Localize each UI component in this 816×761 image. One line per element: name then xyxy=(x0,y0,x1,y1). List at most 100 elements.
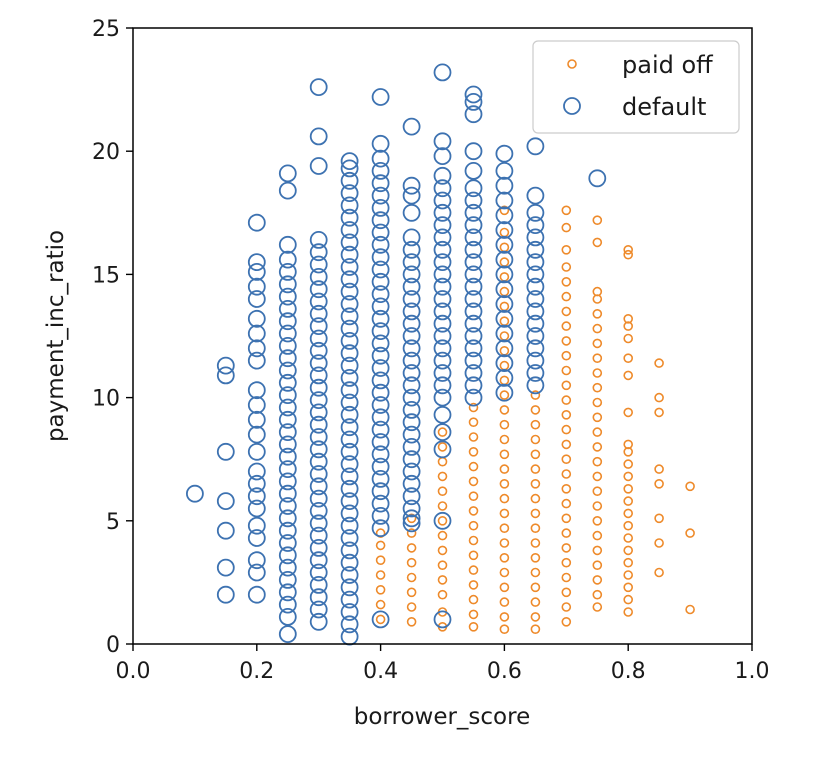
data-point xyxy=(623,245,634,255)
data-point xyxy=(526,216,545,235)
data-point xyxy=(530,624,541,635)
data-point xyxy=(495,176,514,195)
data-point xyxy=(561,572,572,583)
data-point xyxy=(371,88,390,106)
data-point xyxy=(402,514,421,533)
data-point xyxy=(592,382,603,393)
data-point xyxy=(309,600,328,619)
data-point xyxy=(278,472,297,491)
data-point xyxy=(309,576,328,594)
data-point xyxy=(468,446,479,457)
data-point xyxy=(654,392,664,403)
data-point xyxy=(340,381,359,400)
data-point xyxy=(402,388,421,407)
data-point xyxy=(278,435,297,454)
data-point xyxy=(561,616,572,627)
data-point xyxy=(216,558,235,577)
data-point xyxy=(530,597,541,607)
data-point xyxy=(278,299,297,318)
data-point xyxy=(402,474,421,493)
data-point xyxy=(309,588,328,607)
data-point xyxy=(592,486,603,497)
x-tick-label: 1.0 xyxy=(735,659,770,684)
data-point xyxy=(309,440,328,459)
data-point xyxy=(685,528,695,538)
data-point xyxy=(247,213,266,232)
data-point xyxy=(464,240,483,259)
data-point xyxy=(340,578,359,597)
data-point xyxy=(402,400,421,419)
data-point xyxy=(278,608,297,626)
data-point xyxy=(433,364,452,382)
data-point xyxy=(371,134,390,153)
data-point xyxy=(464,191,483,210)
data-point xyxy=(499,205,510,216)
y-tick-label: 25 xyxy=(92,17,120,42)
data-point xyxy=(561,528,572,538)
data-point xyxy=(561,365,572,376)
data-point xyxy=(216,585,235,604)
data-point xyxy=(309,415,328,434)
data-point xyxy=(402,265,421,284)
data-point xyxy=(309,255,328,274)
data-point xyxy=(371,223,390,242)
data-point xyxy=(278,373,297,392)
data-point xyxy=(340,615,359,634)
data-point xyxy=(561,306,572,317)
data-point xyxy=(499,478,510,489)
data-point xyxy=(340,430,359,449)
data-point xyxy=(526,277,545,296)
data-point xyxy=(495,221,514,239)
data-point xyxy=(340,196,359,215)
data-point xyxy=(433,265,452,284)
data-point xyxy=(495,235,514,254)
data-point xyxy=(340,516,359,535)
data-point xyxy=(309,563,328,582)
data-point xyxy=(340,553,359,572)
data-point xyxy=(371,482,390,501)
data-point xyxy=(561,262,572,272)
data-point xyxy=(495,295,514,313)
data-point xyxy=(278,571,297,589)
data-point xyxy=(309,539,328,557)
data-point xyxy=(495,354,514,373)
data-point xyxy=(402,437,421,456)
data-point xyxy=(464,142,483,161)
series-0 xyxy=(375,205,695,635)
data-point xyxy=(433,376,452,395)
data-point xyxy=(464,105,483,124)
y-tick-label: 10 xyxy=(92,387,120,412)
data-point xyxy=(433,166,452,185)
data-point xyxy=(402,176,421,195)
data-point xyxy=(464,376,483,395)
data-point xyxy=(468,491,479,502)
data-point xyxy=(499,434,510,445)
data-point xyxy=(623,483,634,494)
data-point xyxy=(526,253,545,272)
data-point xyxy=(402,327,421,345)
data-point xyxy=(278,181,297,200)
data-point xyxy=(561,205,572,216)
data-point xyxy=(499,597,510,607)
data-point xyxy=(309,78,328,96)
data-point xyxy=(309,304,328,323)
data-point xyxy=(526,240,545,259)
data-point xyxy=(495,144,514,163)
data-point xyxy=(499,272,510,282)
data-point xyxy=(402,339,421,358)
data-point xyxy=(437,442,448,452)
data-point xyxy=(561,409,572,420)
data-point xyxy=(278,484,297,503)
data-point xyxy=(592,412,603,423)
data-point xyxy=(247,585,266,604)
data-point xyxy=(530,478,541,489)
data-point xyxy=(375,584,386,595)
data-point xyxy=(530,552,541,563)
data-point xyxy=(247,351,266,370)
data-point xyxy=(340,270,359,289)
data-point xyxy=(499,301,510,312)
data-point xyxy=(499,567,510,578)
data-point xyxy=(464,161,483,180)
data-point xyxy=(530,523,541,534)
data-point xyxy=(402,290,421,308)
